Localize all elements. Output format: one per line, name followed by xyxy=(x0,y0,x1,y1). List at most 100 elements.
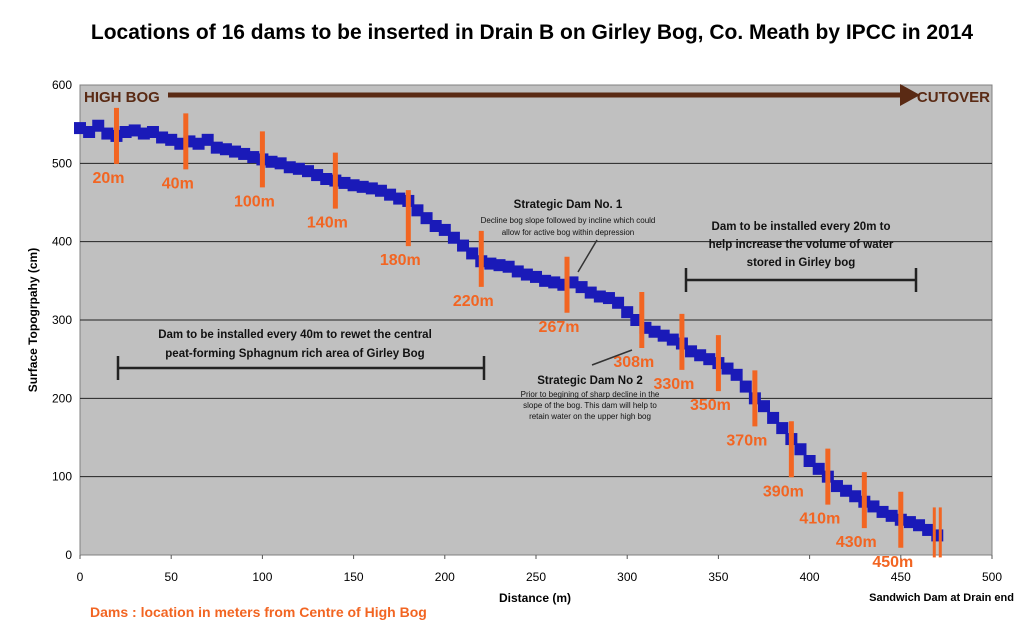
x-axis-ticks: 0 50 100 150 200 250 300 350 400 450 500 xyxy=(77,555,1002,584)
data-point xyxy=(92,119,105,132)
x-tick-label: 150 xyxy=(344,570,364,584)
data-point xyxy=(493,259,506,272)
x-tick-label: 50 xyxy=(165,570,179,584)
strategic-dam-2-text-3: retain water on the upper high bog xyxy=(529,412,651,421)
every-20m-bracket xyxy=(684,268,918,292)
every-40m-note-line-1: Dam to be installed every 40m to rewet t… xyxy=(158,329,432,341)
data-point xyxy=(648,325,661,338)
dam-label: 330m xyxy=(653,376,694,393)
data-point xyxy=(602,292,615,305)
data-point xyxy=(730,368,743,381)
data-point xyxy=(812,462,825,475)
y-tick-label: 0 xyxy=(65,548,72,562)
every-40m-bracket xyxy=(116,356,486,380)
data-point xyxy=(74,122,86,135)
data-point xyxy=(885,509,898,522)
data-point xyxy=(447,231,460,244)
every-20m-note-line-1: Dam to be installed every 20m to xyxy=(712,221,891,233)
data-point xyxy=(210,141,223,154)
every-40m-note-line-2: peat-forming Sphagnum rich area of Girle… xyxy=(165,348,424,360)
data-point xyxy=(384,188,397,201)
dam-label: 350m xyxy=(690,397,731,414)
data-point xyxy=(767,411,780,424)
strategic-dam-2-text-2: slope of the bog. This dam will help to xyxy=(523,401,657,410)
y-tick-label: 300 xyxy=(52,313,72,327)
data-point xyxy=(393,192,406,205)
data-point xyxy=(365,182,378,195)
dam-label: 20m xyxy=(92,170,124,187)
strategic-dam-2-text-1: Prior to begining of sharp decline in th… xyxy=(521,390,660,399)
chart-title: Locations of 16 dams to be inserted in D… xyxy=(91,21,973,44)
dam-label: 410m xyxy=(799,511,840,528)
data-point xyxy=(803,455,816,467)
data-point xyxy=(703,353,716,366)
data-point xyxy=(721,362,734,375)
data-point xyxy=(849,490,862,503)
data-point xyxy=(265,155,278,168)
data-point xyxy=(438,223,451,236)
data-point xyxy=(657,329,670,342)
x-tick-label: 450 xyxy=(891,570,911,584)
gridlines xyxy=(80,162,992,478)
dam-label: 40m xyxy=(162,175,194,192)
data-point xyxy=(320,173,333,185)
data-point xyxy=(794,443,807,456)
data-point xyxy=(302,165,314,178)
dam-label: 370m xyxy=(726,432,767,449)
strategic-dam-1-title: Strategic Dam No. 1 xyxy=(514,199,623,211)
data-point xyxy=(128,124,141,137)
y-tick-label: 400 xyxy=(52,235,72,249)
y-axis-ticks: 0 100 200 300 400 500 600 xyxy=(52,78,72,562)
data-point xyxy=(201,133,214,146)
data-point xyxy=(292,162,305,175)
data-point xyxy=(229,145,242,158)
data-point xyxy=(338,176,351,189)
arrow-head-icon xyxy=(900,84,920,106)
data-point xyxy=(739,380,752,393)
data-point xyxy=(247,151,260,164)
data-point xyxy=(274,157,287,170)
data-point xyxy=(548,276,561,289)
data-point xyxy=(913,519,926,532)
dam-label: 308m xyxy=(613,354,654,371)
data-point xyxy=(156,131,169,144)
data-point xyxy=(685,345,698,358)
data-point xyxy=(758,400,770,413)
cutover-label: CUTOVER xyxy=(917,89,990,106)
strategic-dam-1-pointer xyxy=(577,239,598,273)
dam-labels: 20m 40m 100m 140m 180m 220m 267m 308m 330m 350m 37… xyxy=(92,170,913,571)
data-point xyxy=(165,133,178,146)
dam-label: 180m xyxy=(380,252,421,269)
data-point xyxy=(311,169,324,182)
y-tick-label: 200 xyxy=(52,391,72,405)
strategic-dam-1-text-2: allow for active bog within depression xyxy=(502,228,635,237)
data-point xyxy=(119,126,132,138)
every-20m-note-line-3: stored in Girley bog xyxy=(747,257,856,269)
data-point xyxy=(876,505,889,518)
data-point xyxy=(539,274,552,287)
y-tick-label: 100 xyxy=(52,470,72,484)
x-tick-label: 400 xyxy=(800,570,820,584)
data-point xyxy=(356,180,369,193)
data-point xyxy=(621,306,634,319)
data-point xyxy=(484,257,497,270)
strategic-dam-2-pointer xyxy=(591,349,633,366)
data-point xyxy=(776,422,789,435)
data-point xyxy=(840,484,853,497)
dam-label: 220m xyxy=(453,293,494,310)
dams-footer-note: Dams : location in meters from Centre of… xyxy=(90,604,427,620)
data-point xyxy=(530,270,542,283)
x-tick-label: 350 xyxy=(708,570,728,584)
x-tick-label: 0 xyxy=(77,570,84,584)
strategic-dam-1-text-1: Decline bog slope followed by incline wh… xyxy=(481,216,656,225)
sandwich-dam-label: Sandwich Dam at Drain end xyxy=(869,592,1014,604)
data-point xyxy=(283,161,296,174)
data-point xyxy=(612,296,625,309)
dam-label: 450m xyxy=(872,554,913,571)
dam-label: 430m xyxy=(836,534,877,551)
data-point xyxy=(83,126,96,138)
dam-label: 267m xyxy=(539,319,580,336)
data-series xyxy=(74,119,944,542)
x-axis-title: Distance (m) xyxy=(499,591,571,605)
